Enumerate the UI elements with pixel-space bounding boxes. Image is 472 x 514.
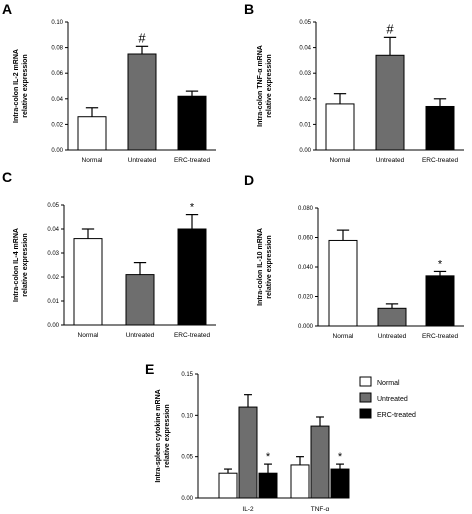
y-tick-label: 0.04: [51, 97, 63, 103]
x-category-label: Normal: [78, 332, 100, 339]
significance-mark: #: [138, 30, 146, 45]
y-axis-label-line: relative expression: [266, 54, 273, 117]
y-tick-label: 0.01: [299, 122, 311, 128]
bar: [238, 406, 258, 499]
bar: [425, 275, 455, 327]
x-category-label: IL-2: [242, 506, 254, 513]
x-category-label: Normal: [82, 157, 104, 164]
significance-mark: *: [338, 451, 343, 463]
x-category-label: Normal: [333, 333, 355, 340]
panel-a: A Intra-colon IL-2 mRNA relative expressio…: [2, 1, 216, 164]
legend: Normal Untreated ERC-treated: [359, 376, 416, 419]
legend-swatch: [359, 376, 372, 387]
y-tick-label: 0.01: [47, 299, 59, 305]
y-tick-label: 0.10: [181, 413, 193, 419]
bar: [177, 95, 207, 151]
y-axis-label-line: relative expression: [22, 54, 29, 117]
y-tick-label: 0.000: [298, 324, 314, 330]
y-tick-label: 0.00: [299, 148, 311, 154]
y-tick-label: 0.040: [298, 265, 314, 271]
y-axis-label: Intra-spleen cytokine mRNA relative expre…: [155, 389, 171, 482]
panel-letter: E: [145, 361, 154, 377]
y-tick-label: 0.04: [299, 46, 311, 52]
bar: [325, 103, 355, 151]
bar: [77, 116, 107, 151]
bar: [125, 274, 155, 326]
x-category-label: ERC-treated: [174, 332, 211, 339]
x-category-label: ERC-treated: [174, 157, 211, 164]
panel-b: B Intra-colon TNF-α mRNA relative expressi…: [244, 1, 464, 164]
x-category-label: Normal: [330, 157, 352, 164]
legend-label: Untreated: [377, 396, 408, 403]
legend-swatch: [359, 408, 372, 419]
y-tick-label: 0.05: [47, 203, 59, 209]
y-tick-label: 0.080: [298, 206, 314, 212]
x-category-label: TNF-α: [311, 506, 330, 513]
x-category-label: Untreated: [128, 157, 157, 164]
x-category-label: ERC-treated: [422, 157, 459, 164]
significance-mark: *: [190, 202, 195, 214]
panel-d: D Intra-colon IL-10 mRNA relative expressi…: [244, 172, 464, 340]
y-axis-label-line: Intra-colon IL-2 mRNA: [13, 49, 20, 123]
x-category-label: Untreated: [376, 157, 405, 164]
panel-letter: A: [2, 1, 12, 17]
y-tick-label: 0.03: [47, 251, 59, 257]
y-tick-label: 0.06: [51, 71, 63, 77]
y-axis-label: Intra-colon IL-2 mRNA relative expression: [13, 49, 29, 123]
bar: [425, 105, 455, 151]
y-axis-label: Intra-colon IL-4 mRNA relative expression: [13, 228, 29, 302]
y-tick-label: 0.03: [299, 71, 311, 77]
y-axis-label-line: Intra-colon IL-4 mRNA: [13, 228, 20, 302]
y-axis-label-line: Intra-colon IL-10 mRNA: [257, 228, 264, 306]
panel-c: C Intra-colon IL-4 mRNA relative expressio…: [2, 169, 216, 339]
y-axis-label: Intra-colon TNF-α mRNA relative expressio…: [257, 45, 273, 127]
bar: [310, 425, 330, 499]
bar: [375, 54, 405, 151]
bar: [330, 468, 350, 499]
x-category-label: ERC-treated: [422, 333, 459, 340]
y-tick-label: 0.02: [51, 122, 63, 128]
y-tick-label: 0.00: [51, 148, 63, 154]
x-category-label: Untreated: [378, 333, 407, 340]
y-tick-label: 0.05: [181, 455, 193, 461]
y-tick-label: 0.00: [47, 323, 59, 329]
panel-letter: C: [2, 169, 12, 185]
y-axis-label: Intra-colon IL-10 mRNA relative expressio…: [257, 228, 273, 306]
legend-label: Normal: [377, 380, 400, 387]
y-tick-label: 0.08: [51, 46, 63, 52]
y-tick-label: 0.020: [298, 295, 314, 301]
bar: [328, 239, 358, 327]
y-tick-label: 0.15: [181, 372, 193, 378]
legend-swatch: [359, 392, 372, 403]
panel-letter: B: [244, 1, 254, 17]
y-tick-label: 0.02: [47, 275, 59, 281]
y-axis-label-line: relative expression: [266, 235, 273, 298]
y-axis-label-line: relative expression: [22, 233, 29, 296]
y-tick-label: 0.04: [47, 227, 59, 233]
bar: [127, 53, 157, 151]
bar: [290, 464, 310, 499]
y-tick-label: 0.060: [298, 236, 314, 242]
significance-mark: *: [266, 451, 271, 463]
y-tick-label: 0.10: [51, 20, 63, 26]
y-axis-label-line: Intra-colon TNF-α mRNA: [257, 45, 264, 127]
legend-label: ERC-treated: [377, 412, 416, 419]
bar: [73, 238, 103, 326]
panel-letter: D: [244, 172, 254, 188]
y-tick-label: 0.05: [299, 20, 311, 26]
significance-mark: *: [438, 258, 443, 270]
y-tick-label: 0.00: [181, 496, 193, 502]
x-category-label: Untreated: [126, 332, 155, 339]
bar: [177, 228, 207, 326]
significance-mark: #: [386, 21, 394, 36]
bar: [377, 307, 407, 327]
bar: [218, 472, 238, 499]
y-axis-label-line: Intra-spleen cytokine mRNA: [155, 389, 162, 482]
y-axis-label-line: relative expression: [164, 404, 171, 467]
bar: [258, 472, 278, 499]
y-tick-label: 0.02: [299, 97, 311, 103]
